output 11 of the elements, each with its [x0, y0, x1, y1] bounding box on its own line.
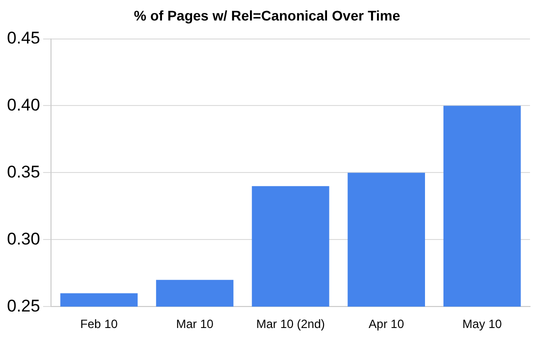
- y-tick-label: 0.25: [6, 296, 40, 316]
- y-tick-label: 0.30: [6, 229, 40, 248]
- y-tick-label: 0.45: [6, 28, 40, 48]
- chart-title: % of Pages w/ Rel=Canonical Over Time: [134, 7, 400, 24]
- x-tick-label: Mar 10: [176, 317, 214, 332]
- x-tick-label: Mar 10 (2nd): [256, 317, 325, 332]
- x-tick-label: Apr 10: [368, 317, 404, 332]
- x-tick-label: May 10: [462, 317, 502, 332]
- x-tick-label: Feb 10: [80, 317, 118, 332]
- y-tick-label: 0.35: [6, 162, 40, 182]
- y-tick-label: 0.40: [6, 95, 40, 114]
